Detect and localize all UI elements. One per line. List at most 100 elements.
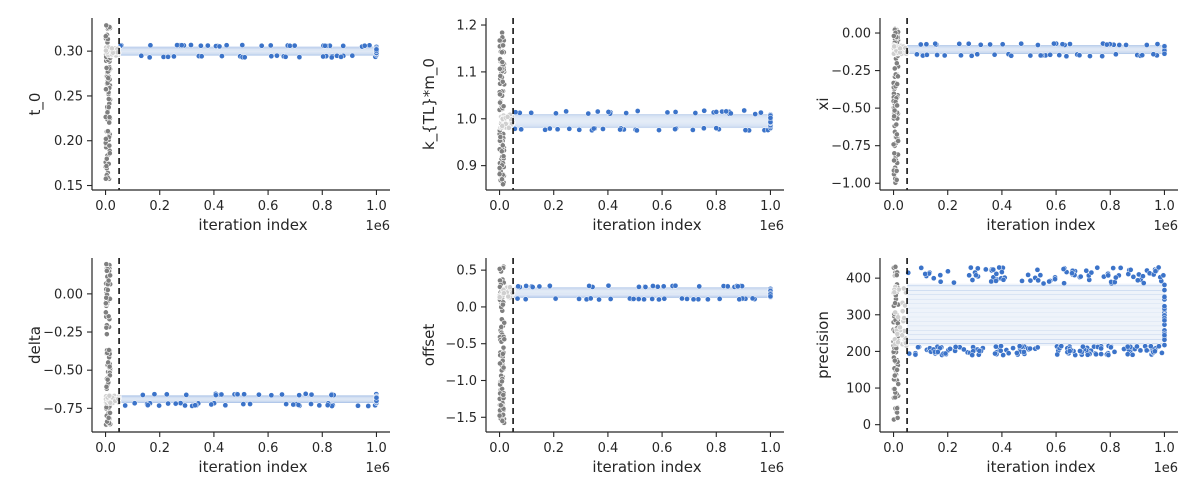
sample-point <box>139 392 146 398</box>
sample-point <box>987 41 993 48</box>
x-tick-label: 1.0 <box>760 441 781 456</box>
subplot-offset: 0.0 0.2 0.4 0.6 0.8 1.0 −1.5 −1.0 −0.5 0.0 0.5 iter… <box>420 258 784 476</box>
y-tick-label: 0.00 <box>54 287 83 302</box>
burnin-point <box>892 263 899 270</box>
sample-point <box>1035 42 1041 48</box>
sample-point <box>690 127 696 133</box>
burnin-point <box>499 418 506 424</box>
sample-point <box>1010 345 1016 351</box>
sample-point <box>713 125 720 131</box>
sample-point <box>218 391 225 398</box>
burnin-point <box>499 176 505 183</box>
y-tick-label: 400 <box>846 272 871 287</box>
sample-point <box>1098 351 1104 357</box>
y-axis-label: xi <box>814 97 832 110</box>
sample-point <box>188 42 194 48</box>
burnin-point <box>496 412 503 419</box>
sample-point <box>741 107 748 114</box>
sample-point <box>1117 265 1124 271</box>
x-tick-label: 0.4 <box>204 441 225 456</box>
burnin-point <box>894 102 901 109</box>
sample-point <box>165 53 171 60</box>
sample-point <box>1008 52 1015 59</box>
burnin-point <box>103 261 110 268</box>
sample-point <box>996 264 1003 271</box>
sample-point <box>373 394 380 401</box>
sample-point <box>623 110 630 116</box>
sample-point <box>373 46 380 53</box>
burnin-point <box>496 165 503 171</box>
y-axis-label: precision <box>814 311 832 379</box>
sample-point <box>912 351 919 358</box>
sample-point <box>636 284 642 290</box>
sample-point <box>656 127 662 133</box>
x-tick-label: 0.0 <box>489 199 510 214</box>
sample-point <box>696 283 703 290</box>
burnin-point <box>106 114 113 121</box>
burnin-point <box>106 142 113 149</box>
burnin-point <box>891 289 898 296</box>
burnin-point <box>501 319 508 326</box>
sample-point <box>999 41 1006 48</box>
sample-point <box>523 283 529 289</box>
burnin-point <box>103 294 110 301</box>
y-tick-label: 0.30 <box>54 45 83 60</box>
sample-point <box>1150 51 1157 58</box>
sample-point <box>656 296 662 303</box>
x-scale-label: 1e6 <box>1153 219 1178 234</box>
sample-point <box>256 391 262 398</box>
sample-point <box>993 271 1000 277</box>
sample-point <box>204 42 211 49</box>
burnin-point <box>107 410 113 416</box>
sample-point <box>684 296 690 302</box>
sample-point <box>1077 348 1083 354</box>
x-tick-label: 0.6 <box>652 199 673 214</box>
sample-point <box>1134 343 1140 350</box>
burnin-point <box>500 344 507 351</box>
burnin-point <box>894 331 901 337</box>
sample-point <box>1105 352 1112 358</box>
sample-point <box>308 391 315 398</box>
burnin-point <box>892 394 899 401</box>
sample-point <box>156 402 162 409</box>
sample-point <box>952 344 959 350</box>
sample-point <box>988 278 995 285</box>
sample-point <box>216 43 223 50</box>
sample-point <box>542 126 548 133</box>
y-tick-label: 0.20 <box>54 134 83 149</box>
burnin-point <box>103 163 110 169</box>
sample-point <box>122 402 129 409</box>
x-scale-label: 1e6 <box>365 219 390 234</box>
sample-point <box>1000 352 1006 358</box>
sample-point <box>641 296 647 303</box>
burnin-point <box>891 43 898 50</box>
sample-point <box>192 402 198 409</box>
sample-point <box>1063 53 1070 60</box>
sample-point <box>274 52 280 59</box>
x-tick-label: 0.2 <box>937 199 958 214</box>
x-tick-label: 0.0 <box>883 199 904 214</box>
x-tick-label: 0.0 <box>883 441 904 456</box>
sample-point <box>1025 272 1031 278</box>
sample-point <box>945 268 951 275</box>
sample-point <box>752 111 759 117</box>
burnin-point <box>899 332 906 339</box>
sample-point <box>1161 294 1168 300</box>
burnin-point <box>105 277 112 284</box>
x-axis-label: iteration index <box>986 216 1095 234</box>
sample-point <box>767 293 774 300</box>
y-tick-label: 0.00 <box>842 27 871 42</box>
sample-point <box>1056 52 1063 58</box>
sample-point <box>1054 351 1061 358</box>
sample-point <box>992 350 998 357</box>
burnin-point <box>500 290 507 297</box>
sample-point <box>974 265 981 272</box>
sample-point <box>1021 349 1027 355</box>
burnin-point <box>901 315 907 321</box>
burnin-point <box>894 131 900 138</box>
sample-point <box>1161 50 1168 57</box>
sample-point <box>258 42 265 49</box>
y-tick-label: 0.15 <box>54 179 83 194</box>
sample-point <box>338 54 344 60</box>
